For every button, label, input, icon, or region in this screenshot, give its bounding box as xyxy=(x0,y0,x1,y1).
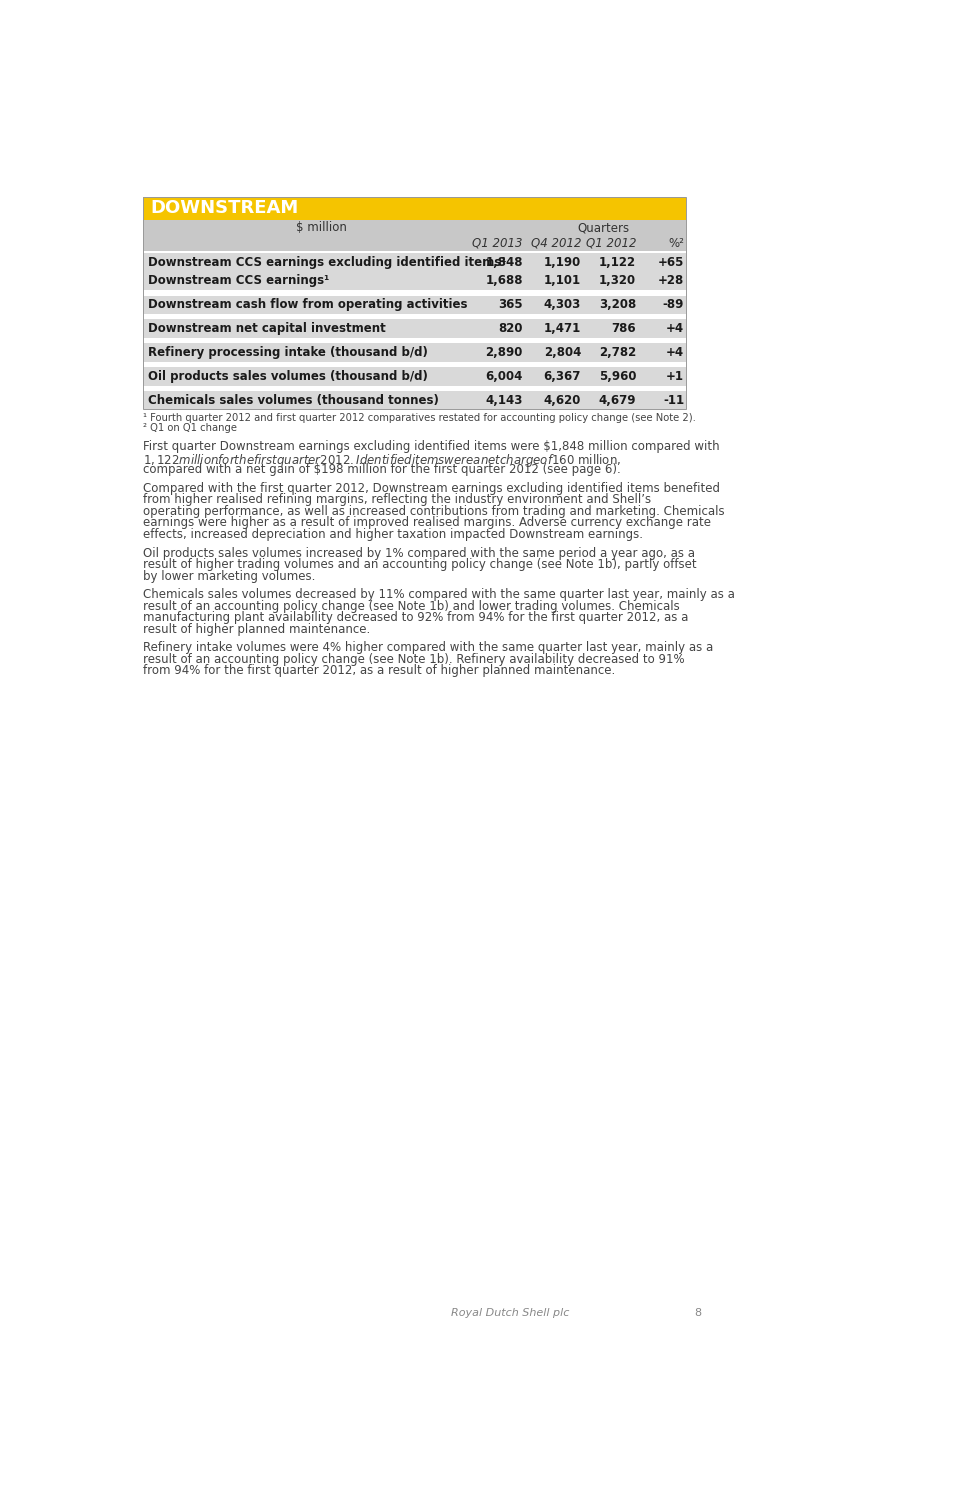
Text: Downstream CCS earnings excluding identified items¹: Downstream CCS earnings excluding identi… xyxy=(148,256,506,268)
Text: 4,679: 4,679 xyxy=(599,393,636,406)
Text: Q4 2012: Q4 2012 xyxy=(531,237,581,249)
Bar xyxy=(143,196,685,410)
Bar xyxy=(143,392,685,410)
Bar xyxy=(143,254,685,272)
Text: 365: 365 xyxy=(498,298,523,310)
Text: Chemicals sales volumes (thousand tonnes): Chemicals sales volumes (thousand tonnes… xyxy=(148,393,439,406)
Text: 6,004: 6,004 xyxy=(486,370,523,382)
Text: earnings were higher as a result of improved realised margins. Adverse currency : earnings were higher as a result of impr… xyxy=(143,516,711,530)
Text: result of an accounting policy change (see Note 1b) and lower trading volumes. C: result of an accounting policy change (s… xyxy=(143,600,680,612)
Text: %²: %² xyxy=(668,237,684,249)
Text: Royal Dutch Shell plc: Royal Dutch Shell plc xyxy=(451,1308,569,1318)
Text: $ million: $ million xyxy=(296,220,347,234)
Text: result of higher planned maintenance.: result of higher planned maintenance. xyxy=(143,622,371,636)
Text: 8: 8 xyxy=(694,1308,701,1318)
Text: Oil products sales volumes increased by 1% compared with the same period a year : Oil products sales volumes increased by … xyxy=(143,546,695,560)
Text: +1: +1 xyxy=(666,370,684,382)
Text: 6,367: 6,367 xyxy=(543,370,581,382)
Text: DOWNSTREAM: DOWNSTREAM xyxy=(150,200,299,217)
Text: Chemicals sales volumes decreased by 11% compared with the same quarter last yea: Chemicals sales volumes decreased by 11%… xyxy=(143,588,735,602)
Text: Oil products sales volumes (thousand b/d): Oil products sales volumes (thousand b/d… xyxy=(148,370,428,382)
Bar xyxy=(143,314,685,320)
Text: +65: +65 xyxy=(658,256,684,268)
Text: ¹ Fourth quarter 2012 and first quarter 2012 comparatives restated for accountin: ¹ Fourth quarter 2012 and first quarter … xyxy=(143,414,696,423)
Text: 1,122: 1,122 xyxy=(599,256,636,268)
Bar xyxy=(143,386,685,392)
Text: 2,782: 2,782 xyxy=(599,346,636,358)
Text: 1,101: 1,101 xyxy=(544,274,581,288)
Text: +28: +28 xyxy=(658,274,684,288)
Bar xyxy=(143,362,685,368)
Text: 820: 820 xyxy=(498,322,523,334)
Text: from higher realised refining margins, reflecting the industry environment and S: from higher realised refining margins, r… xyxy=(143,494,652,507)
Bar xyxy=(143,290,685,296)
Text: from 94% for the first quarter 2012, as a result of higher planned maintenance.: from 94% for the first quarter 2012, as … xyxy=(143,664,615,678)
Text: effects, increased depreciation and higher taxation impacted Downstream earnings: effects, increased depreciation and high… xyxy=(143,528,643,542)
Text: Downstream CCS earnings¹: Downstream CCS earnings¹ xyxy=(148,274,329,288)
Text: Q1 2012: Q1 2012 xyxy=(586,237,636,249)
Text: manufacturing plant availability decreased to 92% from 94% for the first quarter: manufacturing plant availability decreas… xyxy=(143,610,688,624)
Text: $1,122 million for the first quarter 2012. Identified items were a net charge of: $1,122 million for the first quarter 201… xyxy=(143,452,621,470)
Bar xyxy=(143,368,685,386)
Text: 4,620: 4,620 xyxy=(543,393,581,406)
Bar xyxy=(143,220,685,236)
Bar xyxy=(143,344,685,362)
Text: 1,320: 1,320 xyxy=(599,274,636,288)
Text: Downstream cash flow from operating activities: Downstream cash flow from operating acti… xyxy=(148,298,468,310)
Text: Refinery processing intake (thousand b/d): Refinery processing intake (thousand b/d… xyxy=(148,346,428,358)
Text: +4: +4 xyxy=(666,346,684,358)
Text: Compared with the first quarter 2012, Downstream earnings excluding identified i: Compared with the first quarter 2012, Do… xyxy=(143,482,720,495)
Bar xyxy=(143,196,685,220)
Text: 4,143: 4,143 xyxy=(486,393,523,406)
Text: 1,848: 1,848 xyxy=(486,256,523,268)
Text: result of an accounting policy change (see Note 1b). Refinery availability decre: result of an accounting policy change (s… xyxy=(143,652,684,666)
Text: 4,303: 4,303 xyxy=(544,298,581,310)
Text: 1,471: 1,471 xyxy=(544,322,581,334)
Bar xyxy=(143,272,685,290)
Bar xyxy=(143,296,685,314)
Text: 786: 786 xyxy=(612,322,636,334)
Text: 3,208: 3,208 xyxy=(599,298,636,310)
Text: Q1 2013: Q1 2013 xyxy=(472,237,523,249)
Text: by lower marketing volumes.: by lower marketing volumes. xyxy=(143,570,316,582)
Text: 5,960: 5,960 xyxy=(599,370,636,382)
Text: 1,688: 1,688 xyxy=(486,274,523,288)
Text: -11: -11 xyxy=(663,393,684,406)
Text: First quarter Downstream earnings excluding identified items were $1,848 million: First quarter Downstream earnings exclud… xyxy=(143,441,720,453)
Text: Downstream net capital investment: Downstream net capital investment xyxy=(148,322,386,334)
Bar xyxy=(143,320,685,338)
Bar xyxy=(143,236,685,250)
Text: 1,190: 1,190 xyxy=(544,256,581,268)
Text: Refinery intake volumes were 4% higher compared with the same quarter last year,: Refinery intake volumes were 4% higher c… xyxy=(143,640,713,654)
Text: compared with a net gain of $198 million for the first quarter 2012 (see page 6): compared with a net gain of $198 million… xyxy=(143,464,621,477)
Text: 2,804: 2,804 xyxy=(543,346,581,358)
Text: +4: +4 xyxy=(666,322,684,334)
Text: -89: -89 xyxy=(662,298,684,310)
Text: 2,890: 2,890 xyxy=(486,346,523,358)
Bar xyxy=(143,338,685,344)
Text: Quarters: Quarters xyxy=(578,220,630,234)
Text: ² Q1 on Q1 change: ² Q1 on Q1 change xyxy=(143,423,237,433)
Text: operating performance, as well as increased contributions from trading and marke: operating performance, as well as increa… xyxy=(143,506,725,518)
Text: result of higher trading volumes and an accounting policy change (see Note 1b), : result of higher trading volumes and an … xyxy=(143,558,697,572)
